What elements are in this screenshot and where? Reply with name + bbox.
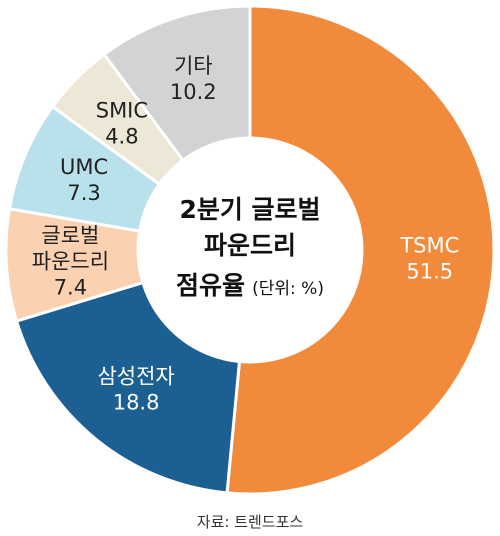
slice-name-2-0: 글로벌	[41, 223, 99, 247]
unit-label: (단위: %)	[252, 279, 324, 299]
slice-label-3: UMC 7.3	[60, 155, 108, 205]
slice-name-2-1: 파운드리	[32, 249, 109, 273]
slice-label-5: 기타 10.2	[170, 54, 217, 104]
center-title-line-1: 2분기 글로벌	[179, 195, 320, 224]
slice-label-2: 글로벌 파운드리 7.4	[32, 223, 109, 299]
pie-slice-2	[4, 207, 251, 323]
slice-label-1: 삼성전자 18.8	[97, 364, 174, 414]
slice-value-0: 51.5	[406, 260, 453, 284]
slice-value-4: 4.8	[105, 125, 138, 149]
slice-name-3-0: UMC	[60, 155, 108, 179]
slice-label-4: SMIC 4.8	[96, 99, 148, 149]
donut-hole	[136, 136, 364, 364]
slice-name-4-0: SMIC	[96, 99, 148, 123]
slice-value-2: 7.4	[54, 275, 87, 299]
slice-name-5-0: 기타	[174, 54, 213, 78]
center-title-line-3: 점유율 (단위: %)	[176, 271, 324, 300]
slice-value-3: 7.3	[67, 181, 100, 205]
slice-label-0: TSMC 51.5	[399, 234, 459, 284]
center-title-line-2: 파운드리	[204, 231, 296, 260]
slice-value-5: 10.2	[170, 80, 217, 104]
slice-name-0-0: TSMC	[399, 234, 459, 258]
slice-value-1: 18.8	[113, 390, 160, 414]
source-note: 자료: 트렌드포스	[197, 513, 304, 531]
center-title-text: 점유율	[176, 271, 245, 300]
slice-name-1-0: 삼성전자	[97, 364, 174, 388]
